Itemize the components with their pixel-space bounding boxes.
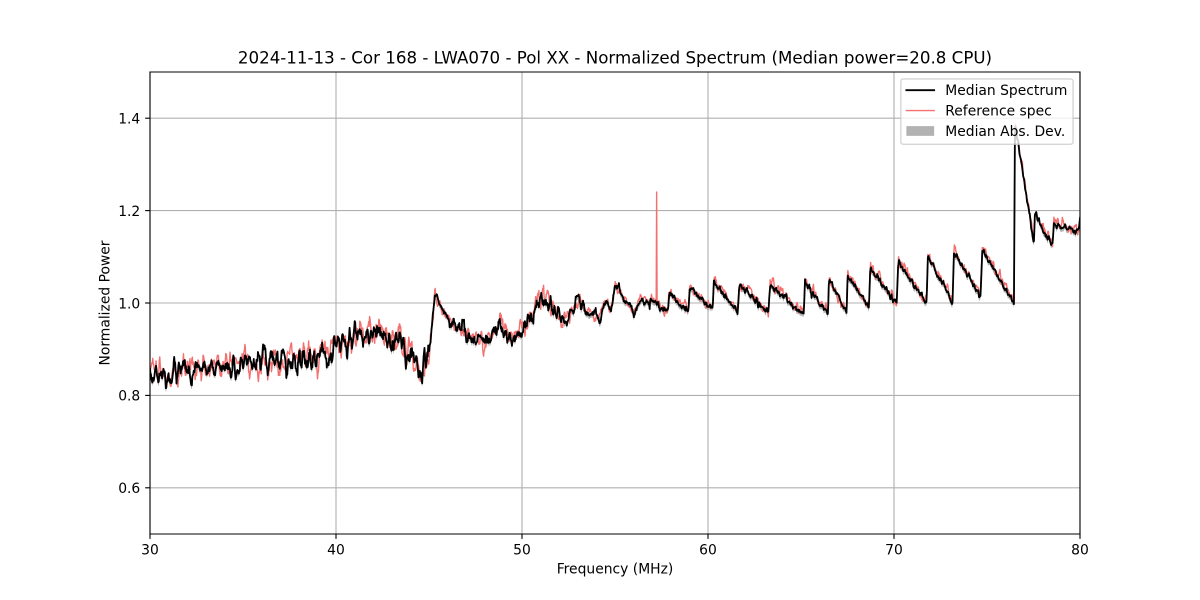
svg-text:1.4: 1.4 — [118, 111, 140, 127]
svg-text:50: 50 — [513, 542, 531, 558]
svg-text:70: 70 — [885, 542, 903, 558]
svg-text:1.0: 1.0 — [118, 296, 140, 312]
svg-text:0.6: 0.6 — [118, 481, 140, 497]
svg-text:1.2: 1.2 — [118, 204, 140, 220]
svg-text:Normalized Power: Normalized Power — [98, 240, 114, 365]
svg-text:Median Abs. Dev.: Median Abs. Dev. — [945, 124, 1065, 140]
svg-text:0.8: 0.8 — [118, 389, 140, 405]
svg-text:Median Spectrum: Median Spectrum — [945, 83, 1067, 99]
svg-text:2024-11-13 - Cor 168 - LWA070: 2024-11-13 - Cor 168 - LWA070 - Pol XX -… — [238, 49, 992, 68]
svg-text:Frequency (MHz): Frequency (MHz) — [557, 561, 674, 577]
svg-text:40: 40 — [327, 542, 345, 558]
svg-text:60: 60 — [699, 542, 717, 558]
svg-text:80: 80 — [1071, 542, 1089, 558]
svg-text:Reference spec: Reference spec — [945, 103, 1051, 119]
svg-text:30: 30 — [141, 542, 159, 558]
